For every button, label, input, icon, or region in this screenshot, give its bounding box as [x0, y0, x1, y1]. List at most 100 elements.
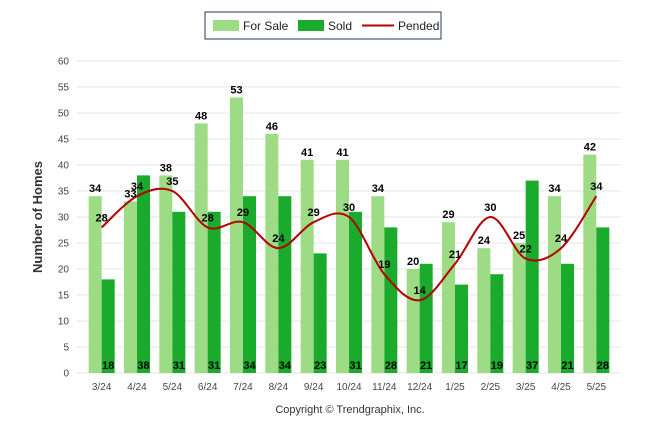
data-label-for-sale: 46 — [266, 121, 278, 133]
bar-for-sale — [477, 248, 491, 373]
x-axis-ticks: 3/24 4/24 5/24 6/24 7/24 8/24 9/24 10/24 11/24 12… — [92, 382, 607, 393]
data-label-for-sale: 42 — [584, 142, 596, 154]
x-tick-label: 12/24 — [407, 382, 432, 393]
data-label-sold: 34 — [243, 360, 256, 372]
data-label-for-sale: 29 — [442, 209, 454, 221]
y-tick-label: 30 — [58, 213, 70, 224]
data-label-for-sale: 53 — [230, 84, 242, 96]
pended-series-line — [100, 187, 598, 302]
legend-swatch-sold — [298, 20, 324, 31]
bar-sold — [207, 211, 221, 373]
bar-for-sale — [512, 243, 526, 373]
data-label-for-sale: 41 — [301, 147, 313, 159]
bar-sold — [278, 196, 292, 373]
data-label-pended: 19 — [378, 259, 390, 271]
y-tick-label: 20 — [58, 265, 70, 276]
x-tick-label: 1/25 — [445, 382, 465, 393]
data-label-pended: 28 — [96, 212, 108, 224]
legend-label-pended: Pended — [398, 19, 439, 33]
data-label-pended: 21 — [449, 249, 461, 261]
bar-sold — [172, 211, 186, 373]
data-label-pended: 24 — [272, 233, 285, 245]
bar-for-sale — [159, 175, 173, 373]
data-label-pended: 34 — [131, 181, 144, 193]
pended-line — [100, 187, 598, 302]
data-label-for-sale: 33 — [124, 188, 136, 200]
data-label-sold: 31 — [349, 360, 361, 372]
bar-for-sale — [442, 222, 455, 373]
x-tick-label: 5/25 — [587, 382, 607, 393]
data-label-pended: 30 — [484, 202, 496, 214]
bars — [88, 97, 610, 374]
data-label-pended: 35 — [166, 176, 178, 188]
data-label-for-sale: 24 — [478, 235, 491, 247]
legend: For Sale Sold Pended — [204, 11, 442, 40]
x-tick-label: 9/24 — [304, 382, 324, 393]
bar-sold — [243, 196, 256, 373]
x-tick-label: 4/24 — [127, 382, 147, 393]
data-label-pended: 29 — [237, 207, 249, 219]
data-label-for-sale: 38 — [160, 162, 172, 174]
data-label-for-sale: 34 — [372, 183, 385, 195]
y-tick-label: 55 — [58, 83, 70, 94]
y-tick-label: 0 — [63, 369, 69, 380]
x-tick-label: 11/24 — [372, 382, 397, 393]
bar-sold — [101, 279, 115, 373]
data-label-sold: 23 — [314, 360, 326, 372]
y-tick-label: 5 — [63, 343, 69, 354]
data-label-sold: 17 — [455, 360, 467, 372]
bar-for-sale — [406, 269, 420, 373]
bar-for-sale — [336, 159, 349, 373]
data-label-for-sale: 41 — [336, 147, 348, 159]
data-labels: 34 18 33 38 38 31 48 31 53 34 46 34 41 23 41 31 34 28 20 21… — [89, 84, 609, 372]
bar-for-sale — [300, 159, 314, 373]
y-axis-ticks: 0 5 10 15 20 25 30 35 40 45 50 55 60 — [58, 57, 70, 380]
y-tick-label: 15 — [58, 291, 70, 302]
data-label-for-sale: 34 — [548, 183, 561, 195]
data-label-for-sale: 48 — [195, 110, 207, 122]
x-tick-label: 2/25 — [481, 382, 501, 393]
data-label-sold: 34 — [279, 360, 292, 372]
data-label-sold: 38 — [137, 360, 149, 372]
bar-for-sale — [265, 133, 279, 373]
y-tick-label: 60 — [58, 57, 70, 68]
legend-label-for-sale: For Sale — [243, 19, 289, 33]
y-tick-label: 45 — [58, 135, 70, 146]
bar-sold — [137, 175, 150, 373]
data-label-pended: 28 — [202, 212, 214, 224]
data-label-pended: 29 — [308, 207, 320, 219]
bar-sold — [490, 274, 504, 373]
y-tick-label: 35 — [58, 187, 70, 198]
data-label-sold: 37 — [526, 360, 538, 372]
data-label-sold: 28 — [597, 360, 609, 372]
data-label-sold: 28 — [385, 360, 397, 372]
data-label-sold: 21 — [561, 360, 573, 372]
data-label-pended: 24 — [555, 233, 568, 245]
data-label-sold: 19 — [491, 360, 503, 372]
y-axis-label: Number of Homes — [30, 161, 45, 273]
bar-sold — [313, 253, 327, 373]
bar-for-sale — [194, 123, 208, 374]
bar-for-sale — [371, 196, 385, 373]
bar-sold — [596, 227, 610, 373]
x-tick-label: 4/25 — [551, 382, 571, 393]
data-label-sold: 31 — [208, 360, 220, 372]
legend-swatch-for-sale — [213, 20, 239, 31]
bar-sold — [384, 227, 398, 373]
bar-for-sale — [583, 154, 597, 373]
data-label-for-sale: 34 — [89, 183, 102, 195]
copyright-text: Copyright © Trendgraphix, Inc. — [275, 404, 424, 416]
x-tick-label: 8/24 — [269, 382, 289, 393]
bar-sold — [525, 180, 539, 373]
bar-for-sale — [548, 196, 561, 373]
data-label-sold: 31 — [173, 360, 185, 372]
data-label-pended: 34 — [590, 181, 603, 193]
bar-for-sale — [230, 97, 243, 374]
bar-sold — [419, 263, 433, 373]
x-tick-label: 3/24 — [92, 382, 112, 393]
y-tick-label: 25 — [58, 239, 70, 250]
bar-for-sale — [88, 196, 102, 373]
bar-sold — [349, 211, 362, 373]
bar-for-sale — [124, 201, 137, 373]
